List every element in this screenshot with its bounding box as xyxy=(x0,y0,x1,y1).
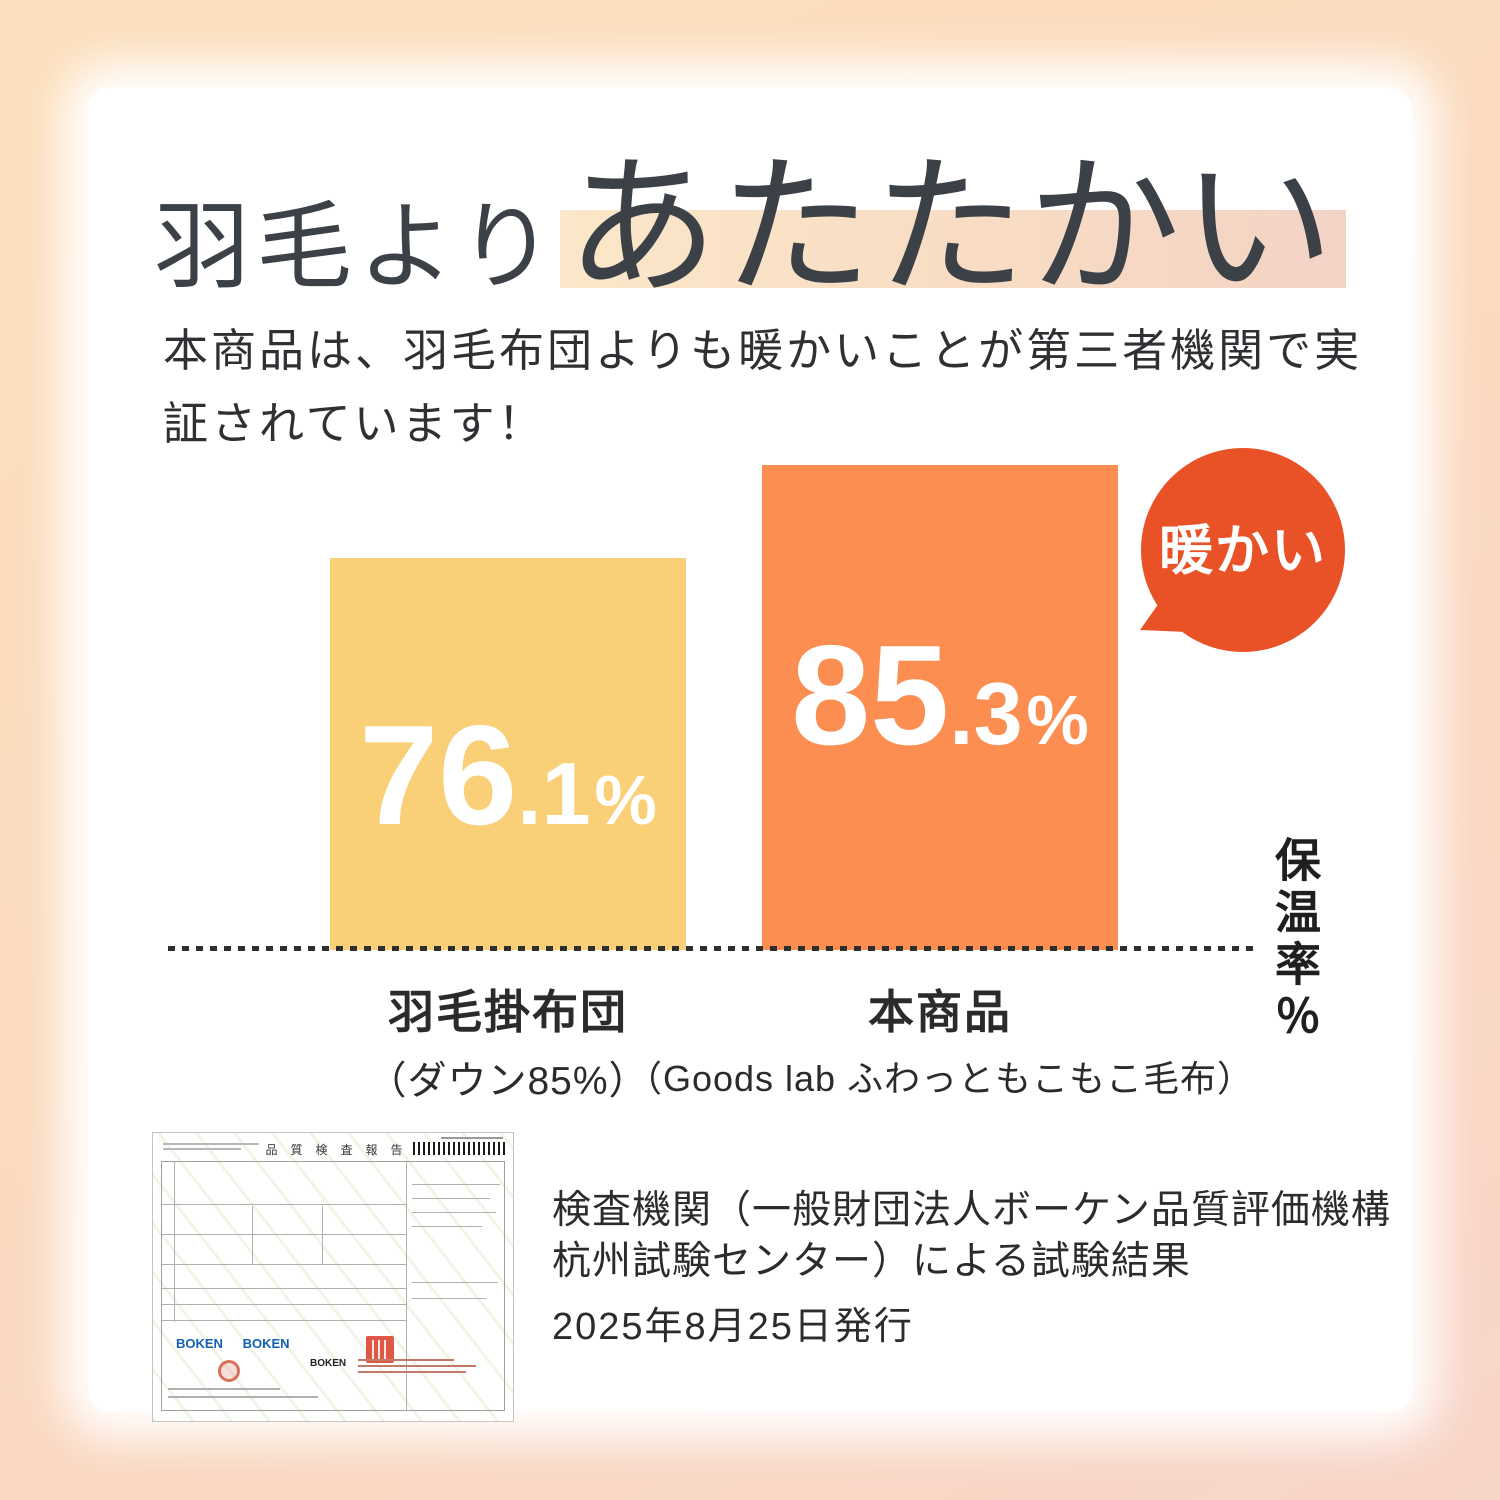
cert-boken-text: BOKEN xyxy=(310,1358,347,1369)
certificate-thumbnail: 品質検査報告書 BOKEN BOKEN xyxy=(152,1132,514,1422)
title-prefix: 羽毛より xyxy=(153,191,561,303)
cert-boken-logo: BOKEN xyxy=(242,1336,290,1351)
cert-form-line xyxy=(162,1204,406,1205)
cert-header-line xyxy=(163,1148,241,1150)
speech-bubble-circle xyxy=(1141,448,1345,652)
bar-duvet-value-pct: % xyxy=(594,761,657,839)
bar-product-value: 85.3% xyxy=(791,614,1089,778)
y-axis-label: 保温率％ xyxy=(1269,836,1321,1044)
bar-product-sublabel: （Goods lab ふわっともこもこ毛布） xyxy=(625,1058,1255,1099)
cert-form-line xyxy=(412,1282,498,1283)
cert-company-line xyxy=(358,1365,476,1367)
test-source-line: 杭州試験センター）による試験結果 xyxy=(552,1239,1191,1283)
bar-duvet-value-int: 76 xyxy=(359,696,518,855)
cert-form-line xyxy=(322,1206,323,1264)
cert-form-line xyxy=(412,1198,490,1199)
cert-form-line xyxy=(252,1206,253,1264)
cert-boken-logos: BOKEN BOKEN xyxy=(176,1336,290,1351)
cert-form-line xyxy=(162,1304,406,1305)
cert-form-line xyxy=(412,1226,482,1227)
cert-form-line xyxy=(168,1396,318,1398)
cert-barcode xyxy=(413,1142,505,1155)
chart-baseline xyxy=(168,946,1260,951)
cert-red-seal xyxy=(366,1336,394,1363)
cert-title: 品質検査報告書 xyxy=(265,1143,441,1157)
cert-form-line xyxy=(162,1264,406,1265)
cert-round-stamp xyxy=(218,1360,240,1382)
lead-text: 本商品は、羽毛布団よりも暖かいことが第三者機関で実証されています！ xyxy=(163,325,1363,449)
cert-boken-logo: BOKEN xyxy=(176,1336,223,1351)
bar-product: 85.3% xyxy=(762,465,1118,950)
bar-duvet-label: 羽毛掛布団 xyxy=(388,986,628,1038)
issue-date: 2025年8月25日発行 xyxy=(552,1306,914,1349)
cert-header-line xyxy=(163,1143,259,1145)
bar-product-value-dec: .3 xyxy=(949,663,1023,763)
cert-company-line xyxy=(358,1359,454,1361)
cert-company-line xyxy=(358,1371,466,1373)
cert-form-line xyxy=(162,1288,406,1289)
test-source-block: 検査機関（一般財団法人ボーケン品質評価機構 杭州試験センター）による試験結果 2… xyxy=(552,1186,1391,1353)
cert-form-line xyxy=(406,1162,407,1410)
cert-barcode-caption xyxy=(441,1137,503,1139)
cert-form-line xyxy=(412,1184,500,1185)
bar-duvet: 76.1% xyxy=(330,558,686,950)
speech-bubble-label: 暖かい xyxy=(1159,521,1327,581)
bar-product-label: 本商品 xyxy=(868,986,1012,1038)
cert-form-line xyxy=(174,1162,175,1322)
warm-speech-bubble: 暖かい xyxy=(1140,448,1345,652)
cert-form-line xyxy=(162,1234,406,1235)
bar-duvet-value-dec: .1 xyxy=(517,744,591,843)
cert-form-grid: BOKEN BOKEN BOKEN xyxy=(161,1161,505,1411)
title-highlight: あたたかい xyxy=(560,139,1347,316)
test-source-line: 検査機関（一般財団法人ボーケン品質評価機構 xyxy=(552,1189,1391,1232)
bar-product-value-int: 85 xyxy=(791,615,950,775)
bar-duvet-sublabel: （ダウン85%） xyxy=(367,1060,649,1103)
cert-form-line xyxy=(168,1388,280,1390)
bar-product-label-group: 本商品 （Goods lab ふわっともこもこ毛布） xyxy=(620,976,1260,1102)
cert-form-line xyxy=(412,1212,496,1213)
page-title: 羽毛よりあたたかい xyxy=(0,139,1500,316)
cert-form-line xyxy=(162,1320,406,1321)
cert-form-line xyxy=(412,1298,486,1299)
bar-product-value-pct: % xyxy=(1026,680,1089,759)
bar-duvet-value: 76.1% xyxy=(359,694,657,858)
bar-duvet-label-group: 羽毛掛布団 （ダウン85%） xyxy=(330,976,686,1106)
